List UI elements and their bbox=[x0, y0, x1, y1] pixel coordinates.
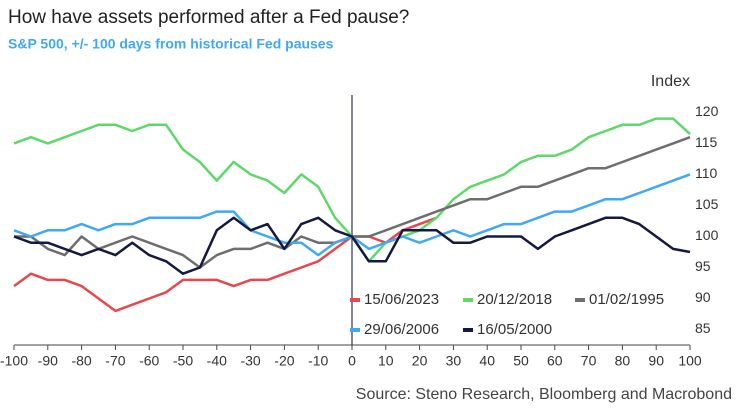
legend-label: 01/02/1995 bbox=[589, 291, 664, 308]
series-line bbox=[13, 216, 691, 275]
x-tick-label: -80 bbox=[71, 353, 91, 369]
x-tick-label: -60 bbox=[139, 353, 159, 369]
y-tick-label: 100 bbox=[695, 227, 719, 243]
y-tick-label: 120 bbox=[695, 103, 719, 119]
legend-label: 29/06/2006 bbox=[364, 321, 439, 338]
y-axis-label: Index bbox=[651, 73, 690, 90]
x-tick-label: 80 bbox=[615, 353, 631, 369]
x-tick-label: -100 bbox=[0, 353, 28, 369]
legend-label: 16/05/2000 bbox=[477, 321, 552, 338]
x-tick-label: -30 bbox=[240, 353, 260, 369]
y-tick-label: 110 bbox=[695, 165, 718, 181]
x-tick-label: 20 bbox=[412, 353, 428, 369]
x-tick-label: -90 bbox=[38, 353, 58, 369]
y-tick-label: 90 bbox=[695, 289, 711, 305]
chart-title: How have assets performed after a Fed pa… bbox=[8, 7, 409, 28]
x-tick-label: 60 bbox=[547, 353, 563, 369]
x-tick-label: 10 bbox=[378, 353, 394, 369]
chart-subtitle: S&P 500, +/- 100 days from historical Fe… bbox=[8, 36, 334, 52]
x-tick-label: -40 bbox=[207, 353, 227, 369]
y-tick-label: 95 bbox=[695, 258, 711, 274]
legend-label: 15/06/2023 bbox=[364, 291, 439, 308]
x-tick-label: 40 bbox=[479, 353, 495, 369]
y-tick-label: 105 bbox=[695, 196, 719, 212]
x-tick-label: 100 bbox=[678, 353, 702, 369]
x-tick-label: -50 bbox=[173, 353, 193, 369]
x-tick-label: -20 bbox=[274, 353, 294, 369]
x-tick-label: -10 bbox=[308, 353, 328, 369]
x-tick-label: 0 bbox=[348, 353, 356, 369]
x-tick-label: 70 bbox=[581, 353, 597, 369]
x-tick-label: -70 bbox=[105, 353, 125, 369]
legend-label: 20/12/2018 bbox=[477, 291, 552, 308]
y-tick-label: 85 bbox=[695, 320, 711, 336]
x-tick-label: 30 bbox=[446, 353, 462, 369]
x-tick-label: 90 bbox=[648, 353, 664, 369]
x-tick-label: 50 bbox=[513, 353, 529, 369]
source: Source: Steno Research, Bloomberg and Ma… bbox=[356, 386, 732, 403]
y-tick-label: 115 bbox=[695, 134, 718, 150]
